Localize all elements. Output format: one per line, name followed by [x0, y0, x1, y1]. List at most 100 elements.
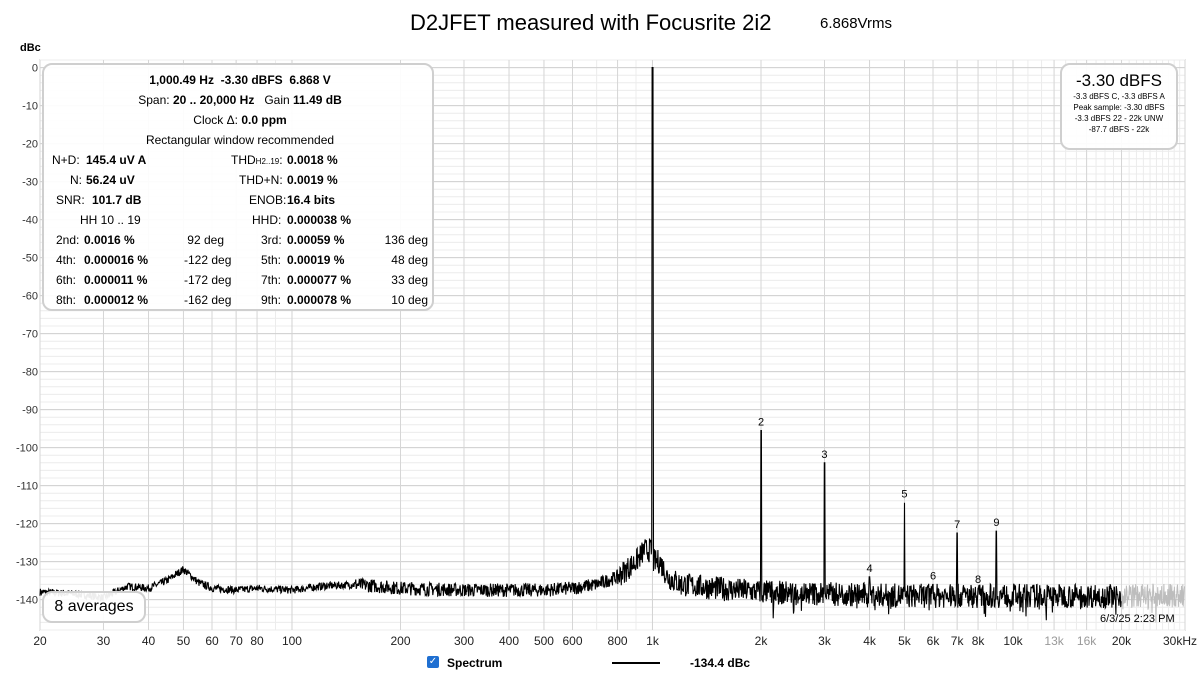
y-tick-label: -70 [22, 329, 38, 341]
stats-line-span: Span: 20 .. 20,000 Hz Gain 11.49 dB [44, 90, 436, 110]
x-tick-label: 30kHz [1163, 634, 1197, 648]
x-tick-label: 8k [972, 634, 986, 648]
clock-label: Clock Δ: [193, 113, 238, 127]
y-tick-label: -100 [16, 443, 38, 455]
chart-title: D2JFET measured with Focusrite 2i2 [410, 10, 772, 35]
clock-value: 0.0 ppm [241, 113, 287, 127]
stats-row-snr-enob: SNR: 101.7 dB ENOB: 16.4 bits [44, 190, 436, 210]
y-tick-label: -60 [22, 291, 38, 303]
x-tick-label: 4k [863, 634, 877, 648]
thd-subscript: H2..19 [255, 157, 280, 166]
chart-subtitle: 6.868Vrms [820, 15, 892, 32]
enob-value: 16.4 bits [287, 193, 336, 207]
x-tick-label: 13k [1044, 634, 1064, 648]
hhd-value: 0.000038 % [287, 213, 352, 227]
title-bar: D2JFET measured with Focusrite 2i2 6.868… [0, 8, 1200, 38]
y-tick-label: -80 [22, 367, 38, 379]
snr-value: 101.7 dB [92, 193, 142, 207]
legend: ✓ Spectrum -134.4 dBc [0, 655, 1200, 673]
legend-series-value: -134.4 dBc [690, 656, 751, 670]
x-tick-label: 3k [818, 634, 832, 648]
x-tick-label: 10k [1003, 634, 1023, 648]
thdn-label: THD+N: [239, 173, 283, 187]
y-tick-label: -10 [22, 101, 38, 113]
harmonic-peak-label: 9 [993, 517, 999, 529]
y-tick-label: -90 [22, 405, 38, 417]
harmonic-peak-label: 2 [758, 417, 764, 429]
harmonic-phase: 92 deg [187, 233, 224, 247]
harmonic-peak-label: 8 [975, 574, 981, 586]
harmonic-phase: 10 deg [391, 293, 428, 307]
harmonic-peak-label: 3 [821, 449, 827, 461]
span-value: 20 .. 20,000 Hz [172, 93, 255, 107]
y-tick-label: -20 [22, 139, 38, 151]
thd-value: 0.0018 % [287, 153, 338, 167]
harmonic-phase: 33 deg [391, 273, 428, 287]
legend-series-name: Spectrum [447, 656, 503, 670]
legend-line-swatch [612, 662, 660, 664]
harmonic-label: 8th: [56, 293, 77, 307]
x-tick-label: 1k [646, 634, 660, 648]
y-tick-label: -110 [17, 481, 38, 493]
y-tick-label: 0 [32, 63, 38, 75]
peak-level-main: -3.30 dBFS [1076, 71, 1162, 90]
x-tick-label: 50 [177, 634, 191, 648]
peak-line: Peak sample: -3.30 dBFS [1073, 103, 1165, 112]
x-tick-label: 800 [608, 634, 628, 648]
x-tick-label: 2k [755, 634, 769, 648]
harmonic-label: 3rd: [261, 233, 282, 247]
harmonic-value: 0.000016 % [84, 253, 149, 267]
x-tick-label: 40 [142, 634, 156, 648]
hh-label: HH 10 .. 19 [80, 213, 141, 227]
measurement-stats-panel: 1,000.49 Hz -3.30 dBFS 6.868 V Span: 20 … [42, 63, 434, 311]
harmonic-peak-label: 7 [954, 519, 960, 531]
harmonic-label: 2nd: [56, 233, 80, 247]
stats-row-harmonics: 8th: 0.000012 % -162 deg 9th: 0.000078 % 10 d… [44, 290, 436, 310]
x-tick-label: 16k [1077, 634, 1097, 648]
x-tick-label: 500 [534, 634, 554, 648]
harmonic-label: 5th: [261, 253, 282, 267]
stats-row-harmonics: 6th: 0.000011 % -172 deg 7th: 0.000077 % 33 d… [44, 270, 436, 290]
harmonic-peak-label: 4 [866, 563, 872, 575]
x-tick-label: 80 [250, 634, 264, 648]
harmonic-peak-label: 5 [901, 489, 907, 501]
harmonic-value: 0.00059 % [287, 233, 345, 247]
fundamental-volts: 6.868 V [289, 73, 331, 87]
spectrum-checkbox[interactable]: ✓ [427, 656, 439, 668]
x-axis-ticks: 20 30 40 50 60 70 80 100 200 300 400 500 600 800 1k 2k 3… [33, 634, 1197, 648]
y-axis-ticks: 0 -10 -20 -30 -40 -50 -60 -70 -80 -90 -100 -110 -120… [16, 63, 38, 607]
averages-badge: 8 averages [42, 591, 146, 623]
harmonic-phase: 136 deg [384, 233, 428, 247]
window-recommendation: Rectangular window recommended [145, 133, 335, 147]
x-tick-label: 300 [454, 634, 474, 648]
x-tick-label: 6k [927, 634, 941, 648]
stats-row-hh-hhd: HH 10 .. 19 HHD: 0.000038 % [44, 210, 436, 230]
harmonic-value: 0.000077 % [287, 273, 352, 287]
fundamental-frequency: 1,000.49 Hz [149, 73, 214, 87]
harmonic-value: 0.000012 % [84, 293, 149, 307]
stats-line-clock: Clock Δ: 0.0 ppm [44, 110, 436, 130]
x-tick-label: 400 [499, 634, 519, 648]
thd-label: THDH2..19: [231, 153, 283, 167]
timestamp: 6/3/25 2:23 PM [1100, 613, 1175, 625]
n-label: N: [70, 173, 82, 187]
stats-line-fundamental: 1,000.49 Hz -3.30 dBFS 6.868 V [44, 70, 436, 90]
harmonic-value: 0.000078 % [287, 293, 352, 307]
harmonic-phase: -162 deg [184, 293, 232, 307]
stats-row-harmonics: 2nd: 0.0016 % 92 deg 3rd: 0.00059 % 136 deg [44, 230, 436, 250]
y-axis-unit-label: dBc [20, 42, 41, 54]
harmonic-label: 7th: [261, 273, 282, 287]
stats-row-n-thdn: N: 56.24 uV THD+N: 0.0019 % [44, 170, 436, 190]
span-label: Span: [138, 93, 170, 107]
gain-label: Gain [264, 93, 290, 107]
x-tick-label: 20 [33, 634, 47, 648]
harmonic-peak-label: 6 [930, 570, 936, 582]
fundamental-level: -3.30 dBFS [220, 73, 283, 87]
peak-line: -87.7 dBFS - 22k [1088, 125, 1150, 134]
snr-label: SNR: [56, 193, 85, 207]
x-tick-label: 7k [951, 634, 965, 648]
harmonic-label: 9th: [261, 293, 282, 307]
y-tick-label: -50 [22, 253, 38, 265]
peak-level-panel: -3.30 dBFS -3.3 dBFS C, -3.3 dBFS A Peak… [1060, 63, 1178, 150]
